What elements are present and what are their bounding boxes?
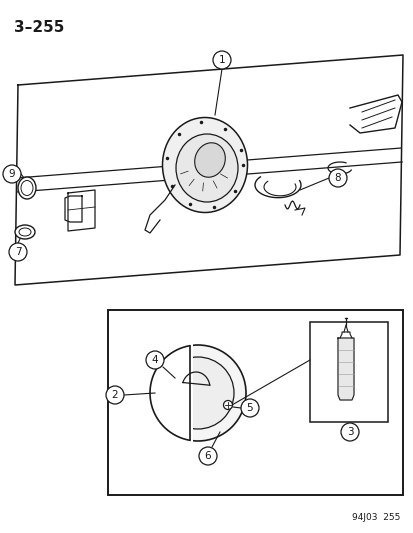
Text: 6: 6 <box>204 451 211 461</box>
Ellipse shape <box>15 225 35 239</box>
Polygon shape <box>337 338 353 400</box>
Text: 4: 4 <box>151 355 158 365</box>
Text: 3–255: 3–255 <box>14 20 64 35</box>
Text: 9: 9 <box>9 169 15 179</box>
Circle shape <box>150 345 245 441</box>
Text: 3: 3 <box>346 427 352 437</box>
Ellipse shape <box>162 117 247 213</box>
Text: 8: 8 <box>334 173 340 183</box>
Circle shape <box>199 447 216 465</box>
Bar <box>142 338 192 448</box>
Text: 7: 7 <box>14 247 21 257</box>
Text: 5: 5 <box>246 403 253 413</box>
Circle shape <box>146 351 164 369</box>
Circle shape <box>240 399 259 417</box>
Bar <box>108 310 402 495</box>
Ellipse shape <box>21 181 33 196</box>
Circle shape <box>3 165 21 183</box>
Ellipse shape <box>18 177 36 199</box>
Circle shape <box>223 400 232 409</box>
Circle shape <box>9 243 27 261</box>
Circle shape <box>340 423 358 441</box>
Circle shape <box>161 357 233 429</box>
Ellipse shape <box>194 143 225 177</box>
Ellipse shape <box>19 228 31 236</box>
Circle shape <box>328 169 346 187</box>
Text: 1: 1 <box>218 55 225 65</box>
Ellipse shape <box>176 134 237 202</box>
Text: 2: 2 <box>112 390 118 400</box>
Bar <box>309 322 387 422</box>
Circle shape <box>106 386 124 404</box>
Text: 94J03  255: 94J03 255 <box>351 513 399 522</box>
Circle shape <box>212 51 230 69</box>
